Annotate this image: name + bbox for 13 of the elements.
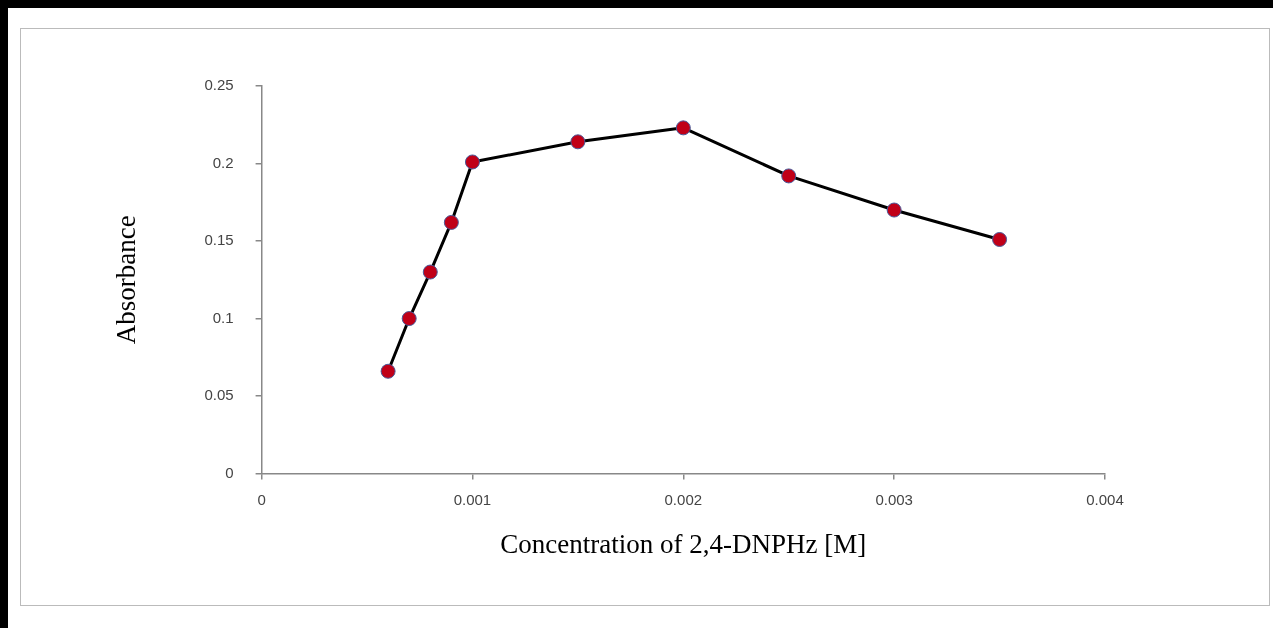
x-axis-title: Concentration of 2,4-DNPHz [M] (500, 528, 867, 559)
y-tick-label: 0.25 (204, 76, 234, 94)
y-tick-label: 0.15 (204, 231, 234, 249)
x-tick-label: 0.001 (453, 490, 492, 508)
x-tick-label: 0.003 (875, 490, 913, 508)
y-tick-label: 0.05 (204, 386, 234, 404)
y-axis-title: Absorbance (111, 215, 142, 345)
y-tick-label: 0.1 (212, 308, 234, 326)
x-tick-label: 0 (257, 490, 266, 508)
x-tick-label: 0.002 (664, 490, 703, 508)
y-tick-label: 0 (225, 463, 234, 481)
x-tick-label: 0.004 (1086, 490, 1124, 508)
y-tick-label: 0.2 (212, 153, 234, 171)
